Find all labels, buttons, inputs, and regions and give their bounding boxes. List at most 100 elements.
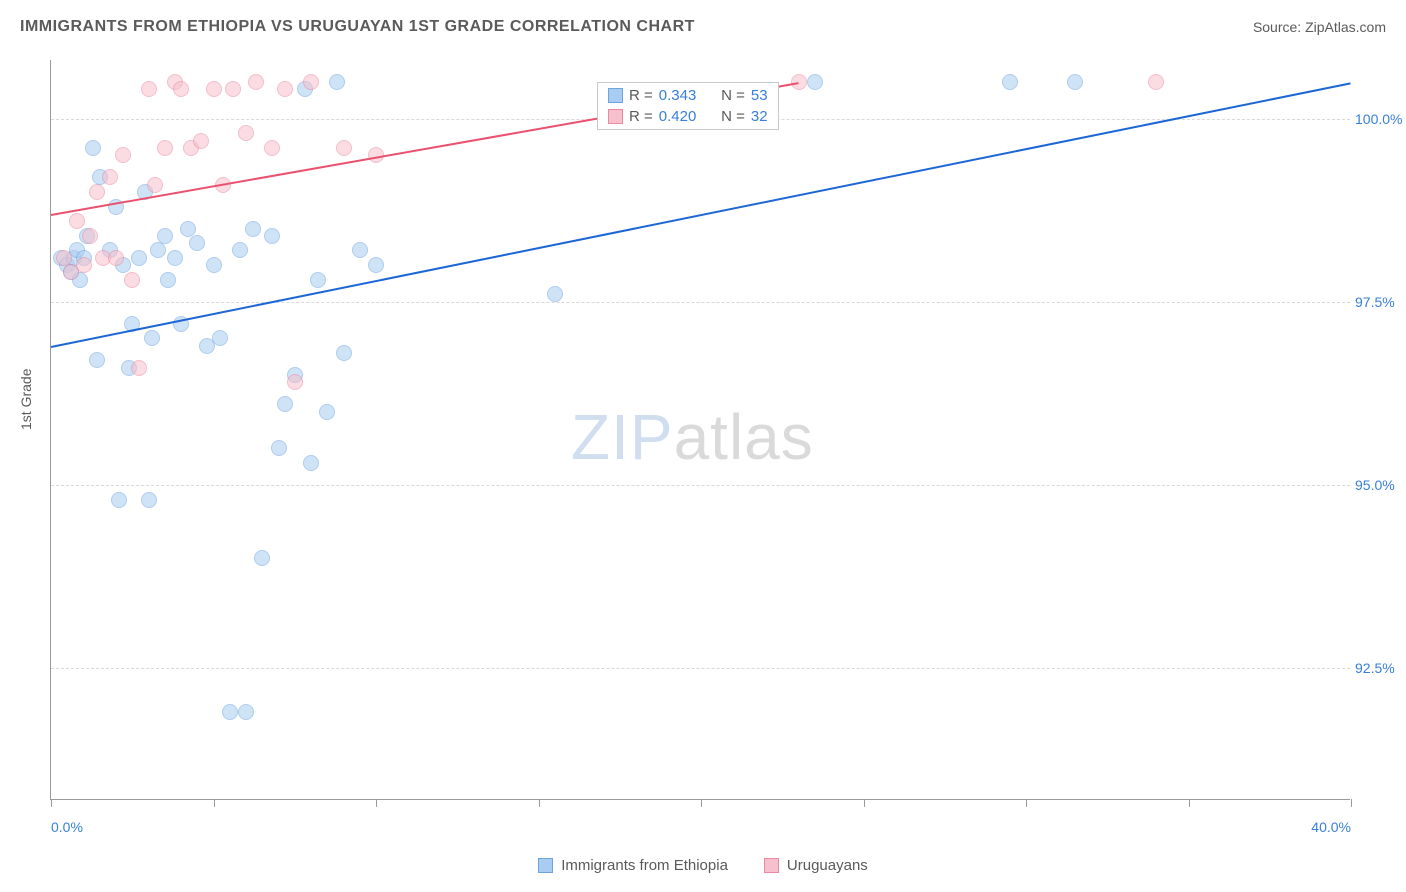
n-value: 32 [751, 108, 768, 125]
x-tick-label-max: 40.0% [1311, 819, 1351, 835]
scatter-point-ethiopia [368, 257, 384, 273]
scatter-point-ethiopia [254, 550, 270, 566]
scatter-point-ethiopia [319, 404, 335, 420]
gridline-h [51, 485, 1350, 486]
scatter-point-ethiopia [212, 330, 228, 346]
n-value: 53 [751, 87, 768, 104]
x-tick [376, 799, 377, 807]
y-axis-label: 1st Grade [18, 369, 34, 430]
scatter-point-ethiopia [131, 250, 147, 266]
plot-area: ZIPatlas 100.0%97.5%95.0%92.5%0.0%40.0%R… [50, 60, 1350, 800]
x-tick [1189, 799, 1190, 807]
legend-entry-uruguay: Uruguayans [764, 857, 868, 874]
x-tick [539, 799, 540, 807]
scatter-point-uruguay [131, 360, 147, 376]
scatter-point-uruguay [287, 374, 303, 390]
scatter-point-ethiopia [245, 221, 261, 237]
scatter-point-ethiopia [89, 352, 105, 368]
scatter-point-ethiopia [141, 492, 157, 508]
scatter-point-uruguay [248, 74, 264, 90]
scatter-point-ethiopia [807, 74, 823, 90]
scatter-point-ethiopia [329, 74, 345, 90]
scatter-point-uruguay [108, 250, 124, 266]
scatter-point-uruguay [157, 140, 173, 156]
y-tick-label: 95.0% [1355, 477, 1406, 493]
y-tick-label: 92.5% [1355, 660, 1406, 676]
source-attribution: Source: ZipAtlas.com [1253, 19, 1386, 35]
scatter-point-uruguay [173, 81, 189, 97]
scatter-point-uruguay [1148, 74, 1164, 90]
scatter-point-uruguay [89, 184, 105, 200]
n-label: N = [713, 108, 745, 125]
scatter-point-uruguay [336, 140, 352, 156]
scatter-point-uruguay [76, 257, 92, 273]
scatter-point-ethiopia [232, 242, 248, 258]
scatter-point-uruguay [141, 81, 157, 97]
scatter-point-uruguay [303, 74, 319, 90]
scatter-point-ethiopia [336, 345, 352, 361]
watermark-atlas: atlas [674, 401, 814, 473]
legend-swatch-uruguay [764, 858, 779, 873]
scatter-point-ethiopia [264, 228, 280, 244]
r-value: 0.343 [659, 87, 707, 104]
scatter-point-ethiopia [271, 440, 287, 456]
gridline-h [51, 668, 1350, 669]
x-tick [1026, 799, 1027, 807]
scatter-point-ethiopia [277, 396, 293, 412]
scatter-point-uruguay [82, 228, 98, 244]
scatter-point-ethiopia [1002, 74, 1018, 90]
scatter-point-uruguay [277, 81, 293, 97]
y-tick-label: 97.5% [1355, 294, 1406, 310]
r-label: R = [629, 108, 653, 125]
r-value: 0.420 [659, 108, 707, 125]
source-name: ZipAtlas.com [1305, 19, 1386, 35]
scatter-point-uruguay [147, 177, 163, 193]
watermark-zip: ZIP [571, 401, 674, 473]
header: IMMIGRANTS FROM ETHIOPIA VS URUGUAYAN 1S… [20, 18, 1386, 36]
scatter-point-uruguay [238, 125, 254, 141]
scatter-point-uruguay [56, 250, 72, 266]
scatter-point-ethiopia [167, 250, 183, 266]
n-label: N = [713, 87, 745, 104]
correlation-row-ethiopia: R = 0.343 N = 53 [602, 85, 774, 106]
scatter-point-uruguay [264, 140, 280, 156]
correlation-swatch [608, 88, 623, 103]
scatter-point-ethiopia [157, 228, 173, 244]
x-tick-label-min: 0.0% [51, 819, 83, 835]
source-prefix: Source: [1253, 19, 1305, 35]
legend-entry-ethiopia: Immigrants from Ethiopia [538, 857, 728, 874]
scatter-point-ethiopia [238, 704, 254, 720]
x-tick [1351, 799, 1352, 807]
scatter-point-uruguay [193, 133, 209, 149]
scatter-point-uruguay [225, 81, 241, 97]
x-tick [214, 799, 215, 807]
bottom-legend: Immigrants from Ethiopia Uruguayans [0, 857, 1406, 874]
x-tick [864, 799, 865, 807]
scatter-point-ethiopia [303, 455, 319, 471]
scatter-point-ethiopia [150, 242, 166, 258]
scatter-point-ethiopia [1067, 74, 1083, 90]
scatter-point-uruguay [124, 272, 140, 288]
scatter-point-ethiopia [189, 235, 205, 251]
scatter-point-uruguay [102, 169, 118, 185]
chart-title: IMMIGRANTS FROM ETHIOPIA VS URUGUAYAN 1S… [20, 18, 695, 36]
x-tick [51, 799, 52, 807]
watermark: ZIPatlas [571, 400, 814, 474]
scatter-point-uruguay [206, 81, 222, 97]
scatter-point-ethiopia [352, 242, 368, 258]
r-label: R = [629, 87, 653, 104]
correlation-swatch [608, 109, 623, 124]
scatter-point-ethiopia [160, 272, 176, 288]
legend-swatch-ethiopia [538, 858, 553, 873]
scatter-point-ethiopia [222, 704, 238, 720]
correlation-legend: R = 0.343 N = 53R = 0.420 N = 32 [597, 82, 779, 130]
scatter-point-ethiopia [310, 272, 326, 288]
gridline-h [51, 302, 1350, 303]
scatter-point-ethiopia [180, 221, 196, 237]
scatter-point-ethiopia [547, 286, 563, 302]
scatter-point-ethiopia [206, 257, 222, 273]
scatter-point-uruguay [115, 147, 131, 163]
correlation-row-uruguay: R = 0.420 N = 32 [602, 106, 774, 127]
y-tick-label: 100.0% [1355, 111, 1406, 127]
x-tick [701, 799, 702, 807]
